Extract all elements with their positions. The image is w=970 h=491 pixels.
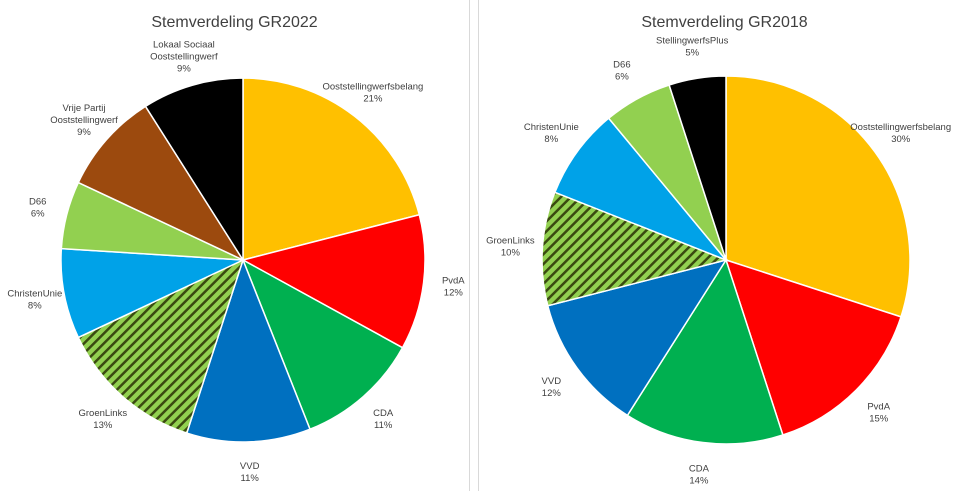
pie-slice-vvd — [185, 257, 311, 443]
pie-slice-christenunie — [553, 117, 727, 261]
pie-slice-groenlinks — [77, 258, 245, 435]
chart-gr2018: Stemverdeling GR2018 Ooststellingwerfsbe… — [478, 0, 970, 491]
slice-label-christenunie: ChristenUnie 8% — [524, 122, 579, 145]
slice-label-pvda: PvdA 12% — [442, 276, 465, 299]
slice-label-vvd: VVD 12% — [542, 376, 562, 399]
slice-label-groenlinks: GroenLinks 13% — [79, 408, 128, 431]
slice-label-vvd: VVD 11% — [240, 461, 260, 484]
chart-title-gr2018: Stemverdeling GR2018 — [641, 14, 808, 31]
slice-label-ooststellingwerfsbelang: Ooststellingwerfsbelang 30% — [850, 122, 951, 145]
chart-title-gr2022: Stemverdeling GR2022 — [151, 14, 318, 31]
pie-slice-cda — [626, 258, 784, 445]
slice-label-d66: D66 6% — [613, 60, 630, 83]
slice-label-ooststellingwerfsbelang: Ooststellingwerfsbelang 21% — [322, 82, 423, 105]
slice-label-vrije-partij-ooststellingwerf: Vrije Partij Ooststellingwerf 9% — [50, 103, 118, 138]
slice-label-lokaal-sociaal-ooststellingwerf: Lokaal Sociaal Ooststellingwerf 9% — [150, 39, 218, 74]
chart-gr2022: Stemverdeling GR2022 Ooststellingwerfsbe… — [0, 0, 470, 491]
slice-label-pvda: PvdA 15% — [867, 402, 890, 425]
pie-chart-gr2022: Ooststellingwerfsbelang 21% PvdA 12% CDA 11% V… — [7, 39, 465, 484]
slice-label-cda: CDA 14% — [689, 463, 710, 486]
pie-slice-cda — [241, 258, 404, 431]
slice-label-stellingwerfsplus: StellingwerfsPlus 5% — [656, 36, 729, 59]
pie-slice-stellingwerfsplus — [668, 75, 727, 261]
slice-label-groenlinks: GroenLinks 10% — [486, 235, 535, 258]
slice-label-d66: D66 6% — [29, 196, 46, 219]
slice-label-christenunie: ChristenUnie 8% — [7, 289, 62, 312]
pie-slice-groenlinks — [541, 191, 729, 307]
pie-slice-pvda — [724, 258, 902, 436]
slice-label-cda: CDA 11% — [373, 408, 394, 431]
pie-slice-ooststellingwerfsbelang — [242, 77, 421, 261]
pie-slice-christenunie — [60, 247, 244, 339]
pie-slice-pvda — [240, 213, 426, 349]
pie-slice-vvd — [546, 258, 728, 417]
pie-slice-lokaal-sociaal-ooststellingwerf — [144, 77, 244, 263]
pie-chart-gr2018: Ooststellingwerfsbelang 30% PvdA 15% CDA 14% V… — [486, 36, 951, 487]
pie-slice-vrije-partij-ooststellingwerf — [77, 105, 246, 262]
pie-slice-ooststellingwerfsbelang — [725, 75, 911, 318]
